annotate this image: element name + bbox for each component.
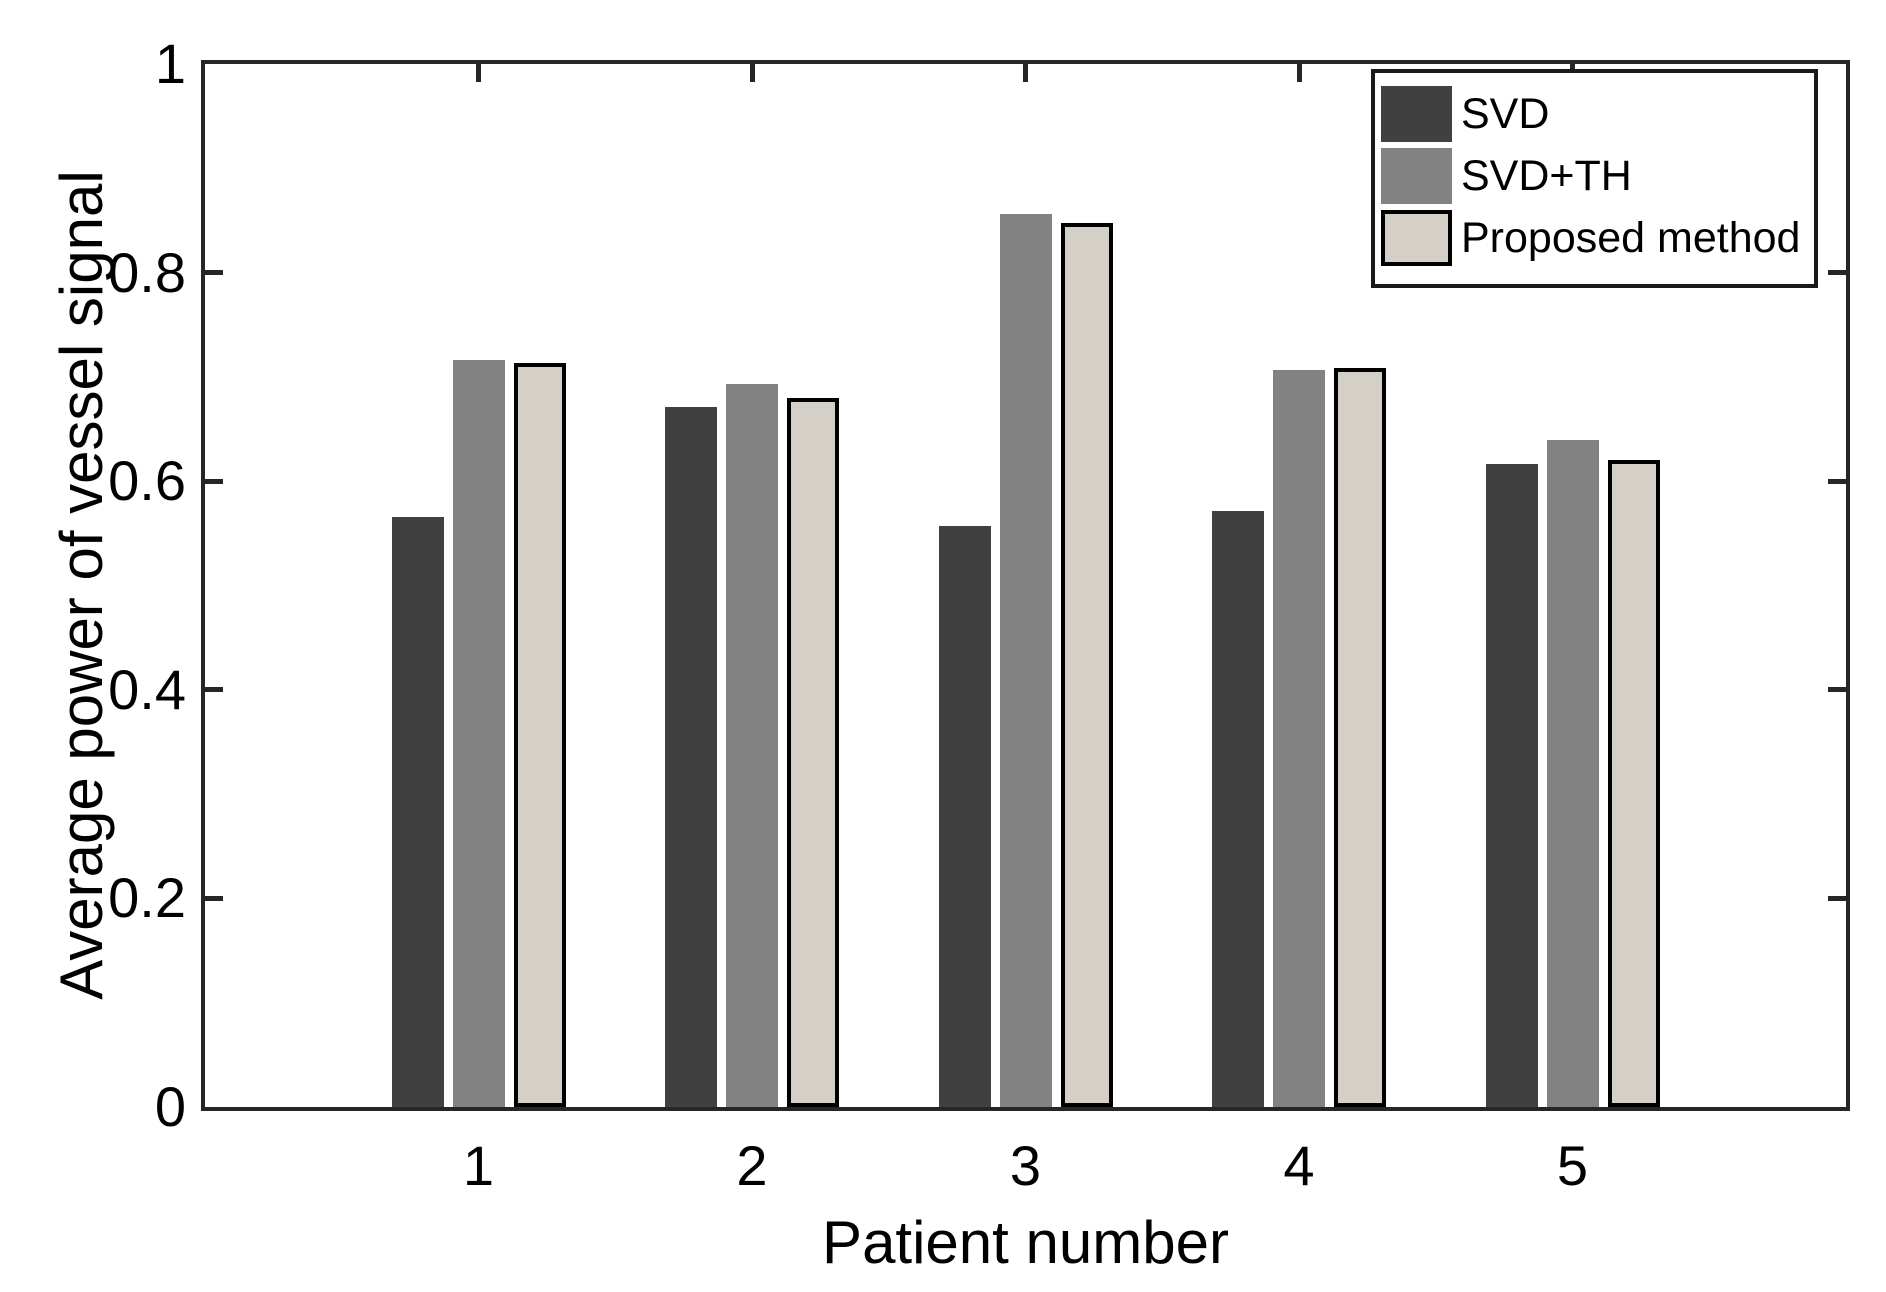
x-axis-label: Patient number [822,1209,1229,1276]
bar-svd-th [726,384,778,1107]
bar-svd-th [999,214,1052,1107]
y-tick-mark-right [1828,270,1846,276]
x-tick-mark-top [476,64,481,82]
y-tick-mark-right [1828,687,1846,693]
y-tick-mark-left [205,270,223,276]
bar-proposed-method [513,363,566,1107]
bar-proposed-method [1334,367,1386,1107]
x-tick-label: 1 [462,1134,495,1197]
y-tick-mark-right [1828,478,1846,484]
y-tick-mark-right [1828,895,1846,901]
y-tick-mark-left [205,687,223,693]
legend: SVD SVD+TH Proposed method [1371,69,1818,288]
x-tick-label: 5 [1556,1134,1589,1197]
bar-proposed-method [787,397,839,1107]
legend-swatch-icon [1381,86,1452,142]
bar-svd [665,407,717,1107]
y-tick-mark-left [205,895,223,901]
x-tick-label: 3 [1009,1134,1042,1197]
y-tick-label: 0.2 [108,866,186,930]
x-tick-mark-top [1296,64,1302,82]
legend-swatch-icon [1381,210,1452,266]
legend-row: SVD+TH [1381,148,1814,204]
bar-proposed-method [1607,460,1660,1107]
x-tick-label: 4 [1283,1134,1315,1197]
y-tick-label: 1 [154,32,186,95]
y-tick-label: 0 [154,1075,186,1138]
y-tick-label: 0.6 [108,449,186,513]
legend-label: SVD [1461,90,1550,138]
bar-svd-th [1273,369,1325,1107]
bar-svd [391,516,444,1107]
x-tick-mark-top [749,64,755,82]
legend-label: SVD+TH [1461,152,1632,200]
bar-svd [1212,511,1264,1107]
bar-svd [938,526,991,1107]
y-tick-label: 0.8 [108,240,186,304]
legend-swatch-icon [1381,148,1452,204]
y-tick-label: 0.4 [108,657,186,721]
legend-row: Proposed method [1381,210,1814,266]
bar-proposed-method [1060,222,1113,1107]
bar-svd-th [1546,439,1599,1107]
x-tick-mark-top [1023,64,1028,82]
bar-svd [1485,463,1538,1107]
x-tick-label: 2 [736,1134,768,1197]
legend-label: Proposed method [1461,214,1801,262]
legend-row: SVD [1381,86,1814,142]
y-tick-mark-left [205,478,223,484]
bar-svd-th [452,360,505,1107]
